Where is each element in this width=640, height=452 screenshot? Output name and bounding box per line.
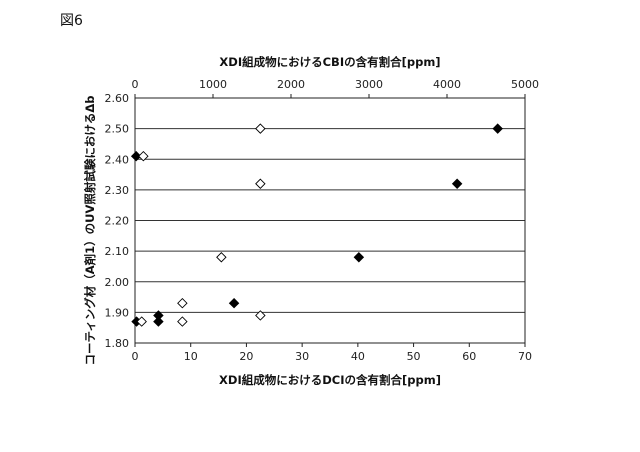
y-tick-label: 2.10 bbox=[105, 245, 130, 258]
cbi-data-point bbox=[154, 317, 163, 326]
dci-data-point bbox=[217, 253, 226, 262]
bottom-tick-label: 50 bbox=[407, 350, 421, 363]
y-tick-labels: 1.80 1.90 2.00 2.10 2.20 2.30 2.40 2.50 2.60 bbox=[105, 92, 130, 350]
top-tick-label: 5000 bbox=[511, 78, 539, 91]
top-tick-labels: 0 1000 2000 3000 4000 5000 bbox=[132, 78, 540, 98]
cbi-data-point bbox=[453, 179, 462, 188]
bottom-tick-label: 0 bbox=[132, 350, 139, 363]
dci-data-point bbox=[178, 317, 187, 326]
dci-data-point bbox=[256, 179, 265, 188]
bottom-axis-title: XDI組成物におけるDCIの含有割合[ppm] bbox=[219, 373, 441, 387]
top-axis-title: XDI組成物におけるCBIの含有割合[ppm] bbox=[219, 55, 440, 69]
data-points bbox=[132, 124, 503, 326]
bottom-tick-label: 40 bbox=[351, 350, 365, 363]
dci-data-point bbox=[256, 124, 265, 133]
bottom-tick-label: 10 bbox=[184, 350, 198, 363]
top-tick-label: 3000 bbox=[355, 78, 383, 91]
y-tick-label: 2.60 bbox=[105, 92, 130, 105]
top-tick-label: 1000 bbox=[199, 78, 227, 91]
cbi-data-point bbox=[229, 299, 238, 308]
bottom-tick-labels: 0 10 20 30 40 50 60 70 bbox=[132, 343, 533, 363]
top-tick-label: 4000 bbox=[433, 78, 461, 91]
grid-lines bbox=[135, 98, 525, 343]
bottom-tick-label: 70 bbox=[518, 350, 532, 363]
y-tick-label: 2.20 bbox=[105, 215, 130, 228]
y-axis-title: コーティング材（A剤1）のUV照射試験におけるΔb bbox=[83, 95, 97, 365]
bottom-tick-label: 20 bbox=[239, 350, 253, 363]
top-tick-label: 0 bbox=[132, 78, 139, 91]
y-tick-label: 2.40 bbox=[105, 153, 130, 166]
y-tick-label: 2.30 bbox=[105, 184, 130, 197]
bottom-tick-label: 60 bbox=[462, 350, 476, 363]
cbi-data-point bbox=[493, 124, 502, 133]
cbi-data-point bbox=[354, 253, 363, 262]
top-tick-label: 2000 bbox=[277, 78, 305, 91]
bottom-tick-label: 30 bbox=[295, 350, 309, 363]
y-tick-label: 2.50 bbox=[105, 123, 130, 136]
dci-data-point bbox=[178, 299, 187, 308]
y-tick-label: 1.80 bbox=[105, 337, 130, 350]
y-tick-label: 2.00 bbox=[105, 276, 130, 289]
y-tick-label: 1.90 bbox=[105, 306, 130, 319]
